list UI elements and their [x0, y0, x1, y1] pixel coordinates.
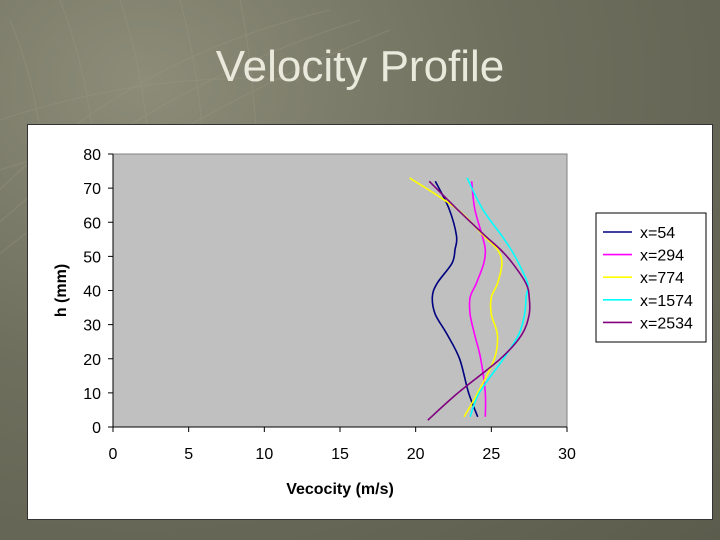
- legend-label-1: x=54: [640, 225, 675, 242]
- y-tick-label: 20: [83, 352, 101, 369]
- y-tick-label: 70: [83, 181, 101, 198]
- x-axis-label: Vecocity (m/s): [286, 481, 394, 498]
- x-tick-label: 20: [407, 446, 425, 463]
- chart-area: 0 10 20 30 40 50 60 70 80 0 5 10 15 20 25 30 Vecocity (m…: [27, 124, 713, 520]
- velocity-chart: 0 10 20 30 40 50 60 70 80 0 5 10 15 20 25 30 Vecocity (m…: [53, 147, 707, 498]
- y-tick-label: 10: [83, 386, 101, 403]
- legend-label-4: x=1574: [640, 293, 693, 310]
- x-tick-label: 0: [109, 446, 118, 463]
- y-tick-label: 80: [83, 147, 101, 164]
- slide-title: Velocity Profile: [215, 42, 505, 91]
- series-line-5: [427, 180, 531, 421]
- legend-label-5: x=2534: [640, 315, 693, 332]
- plot-area: [112, 153, 568, 428]
- x-tick-label: 10: [255, 446, 273, 463]
- y-tick-label: 50: [83, 249, 101, 266]
- x-tick-label: 5: [184, 446, 193, 463]
- legend-label-3: x=774: [640, 270, 684, 287]
- x-tick-label: 25: [482, 446, 500, 463]
- y-tick-label: 0: [92, 420, 101, 437]
- x-tick-label: 15: [331, 446, 349, 463]
- series-line-4: [466, 177, 529, 418]
- series-line-1: [431, 180, 479, 418]
- y-tick-label: 30: [83, 318, 101, 335]
- y-tick-label: 60: [83, 215, 101, 232]
- x-tick-label: 30: [558, 446, 576, 463]
- y-axis-label: h (mm): [53, 264, 70, 317]
- y-tick-label: 40: [83, 284, 101, 301]
- legend-label-2: x=294: [640, 248, 684, 265]
- series-line-3: [409, 177, 503, 418]
